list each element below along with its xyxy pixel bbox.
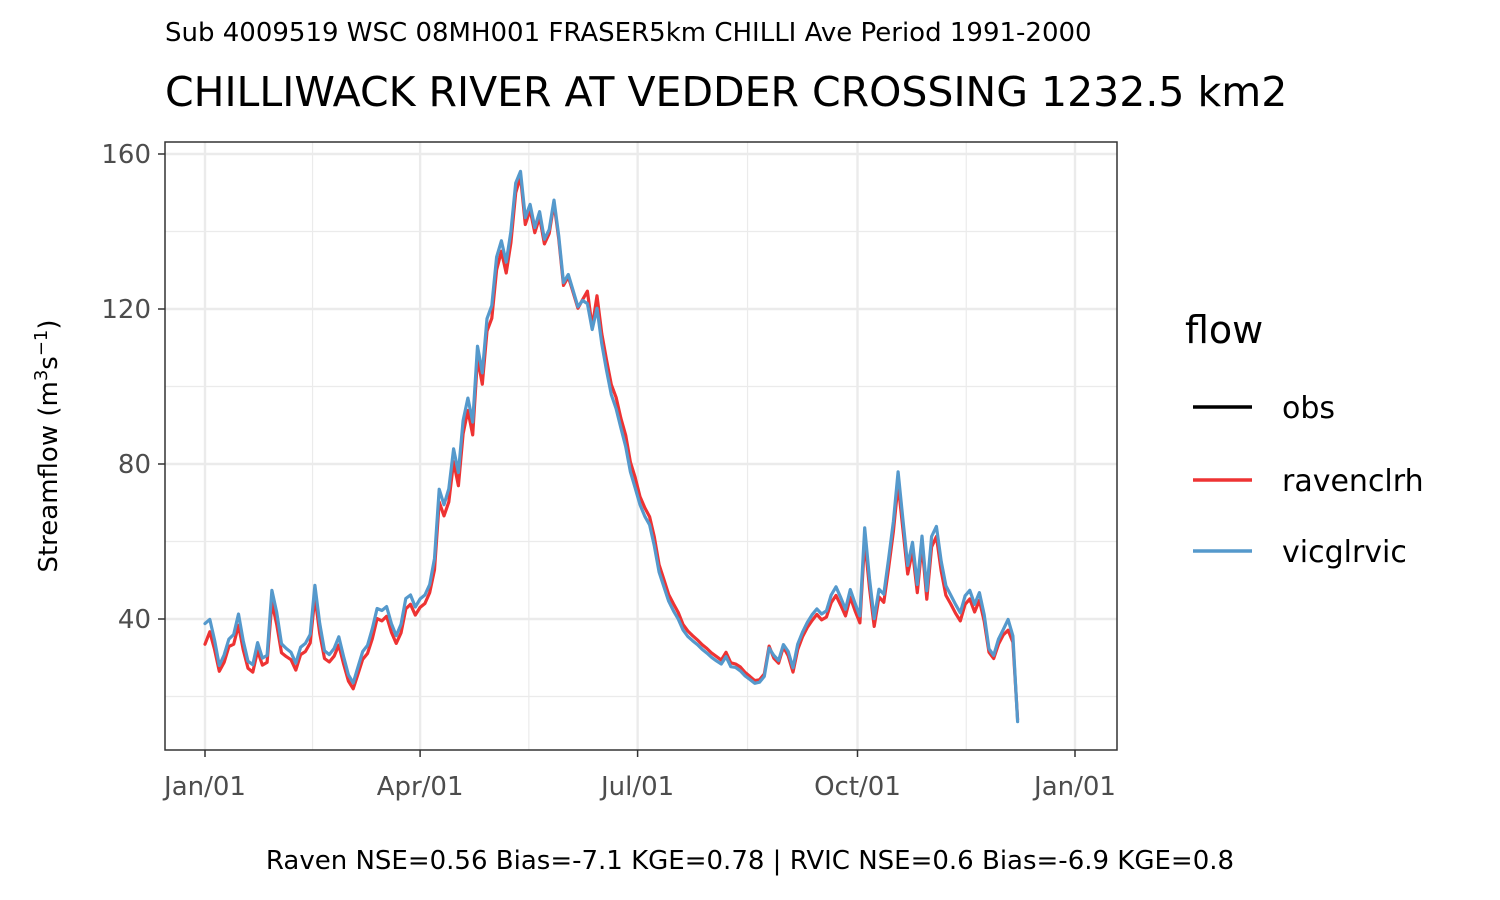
x-tick-label-1: Apr/01 xyxy=(377,772,464,802)
legend: flow obs ravenclrh vicglrvic xyxy=(1185,308,1424,570)
x-axis: Jan/01 Apr/01 Jul/01 Oct/01 Jan/01 xyxy=(162,750,1116,802)
y-tick-label-1: 80 xyxy=(118,450,151,480)
y-axis-units-open: (m xyxy=(34,381,64,416)
series-line-vicglrvic xyxy=(203,169,1020,724)
plot-border xyxy=(164,141,1118,751)
x-tick-label-4: Jan/01 xyxy=(1032,772,1116,802)
chart-footer-metrics: Raven NSE=0.56 Bias=-7.1 KGE=0.78 | RVIC… xyxy=(265,846,1235,876)
y-tick-label-0: 40 xyxy=(118,605,151,635)
series-line-ravenclrh xyxy=(203,174,1020,722)
series-layer xyxy=(203,169,1020,724)
y-axis-units-sup2: −1 xyxy=(31,330,52,357)
minor-grid xyxy=(165,142,1117,750)
chart-subtitle: Sub 4009519 WSC 08MH001 FRASER5km CHILLI… xyxy=(165,18,1092,48)
legend-label-vicglrvic: vicglrvic xyxy=(1282,535,1407,570)
y-axis-units-mid: s xyxy=(34,356,64,370)
y-axis-title: Streamflow (m3s−1) xyxy=(31,319,64,572)
chart-title: CHILLIWACK RIVER AT VEDDER CROSSING 1232… xyxy=(165,68,1288,116)
legend-label-ravenclrh: ravenclrh xyxy=(1282,464,1424,499)
y-axis-units-close: ) xyxy=(34,319,64,329)
y-tick-label-3: 160 xyxy=(101,140,151,170)
y-axis-units-sup1: 3 xyxy=(31,370,52,381)
plot-panel xyxy=(165,142,1117,750)
y-tick-label-2: 120 xyxy=(101,295,151,325)
x-tick-label-0: Jan/01 xyxy=(162,772,246,802)
y-axis: 40 80 120 160 xyxy=(101,140,165,635)
legend-title: flow xyxy=(1185,308,1263,352)
x-tick-label-3: Oct/01 xyxy=(814,772,901,802)
x-tick-label-2: Jul/01 xyxy=(599,772,674,802)
y-axis-label: Streamflow xyxy=(34,425,64,573)
legend-label-obs: obs xyxy=(1282,391,1335,426)
